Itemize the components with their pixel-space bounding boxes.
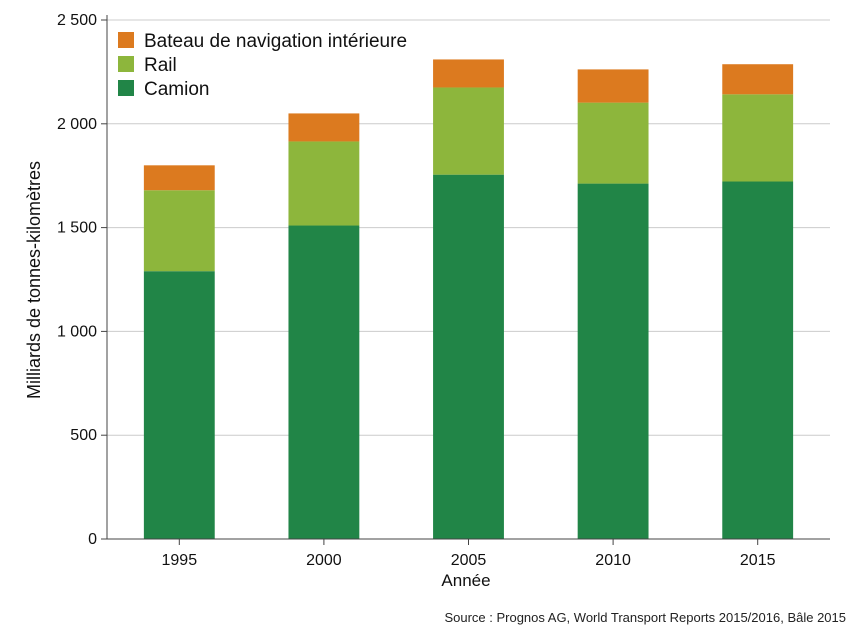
bar-rail-2010 [577, 102, 649, 184]
bar-camion-2010 [577, 183, 649, 539]
legend-label: Bateau de navigation intérieure [144, 31, 407, 52]
x-tick-labels: 1995 2000 2005 2010 2015 [162, 552, 776, 569]
y-tick-label: 0 [88, 531, 97, 548]
bar-rail-2005 [433, 87, 504, 175]
bar-rail-2000 [288, 141, 360, 226]
bar-camion-2015 [722, 181, 794, 539]
legend-label: Rail [144, 55, 177, 76]
bar-camion-2005 [433, 174, 504, 540]
bar-bateau-2000 [288, 113, 360, 142]
bar-bateau-2005 [433, 59, 504, 88]
y-tick-label: 500 [70, 427, 97, 444]
y-tick-label: 1 500 [57, 220, 97, 237]
x-tick-label: 2015 [740, 552, 776, 569]
legend-swatch [118, 56, 134, 72]
bars [143, 59, 794, 540]
legend-label: Camion [144, 79, 209, 100]
y-axis-title: Milliards de tonnes-kilomètres [24, 161, 44, 399]
y-tick-labels: 0 500 1 000 1 500 2 000 2 500 [57, 12, 97, 548]
x-tick-label: 1995 [162, 552, 198, 569]
x-tick-label: 2000 [306, 552, 342, 569]
bar-rail-1995 [143, 190, 215, 272]
y-tick-label: 2 500 [57, 12, 97, 29]
legend-swatch [118, 80, 134, 96]
bar-bateau-2010 [577, 69, 649, 103]
legend: Bateau de navigation intérieure Rail Camio… [118, 31, 407, 100]
legend-swatch [118, 32, 134, 48]
bar-bateau-2015 [722, 64, 794, 95]
x-tick-label: 2010 [595, 552, 631, 569]
bar-rail-2015 [722, 94, 794, 182]
bar-camion-1995 [143, 271, 215, 539]
y-tick-label: 1 000 [57, 323, 97, 340]
source-note: Source : Prognos AG, World Transport Rep… [444, 610, 846, 625]
x-tick-label: 2005 [451, 552, 487, 569]
axes [101, 15, 830, 545]
bar-bateau-1995 [143, 165, 215, 191]
x-axis-title: Année [441, 571, 490, 590]
y-tick-label: 2 000 [57, 116, 97, 133]
bar-camion-2000 [288, 225, 360, 540]
